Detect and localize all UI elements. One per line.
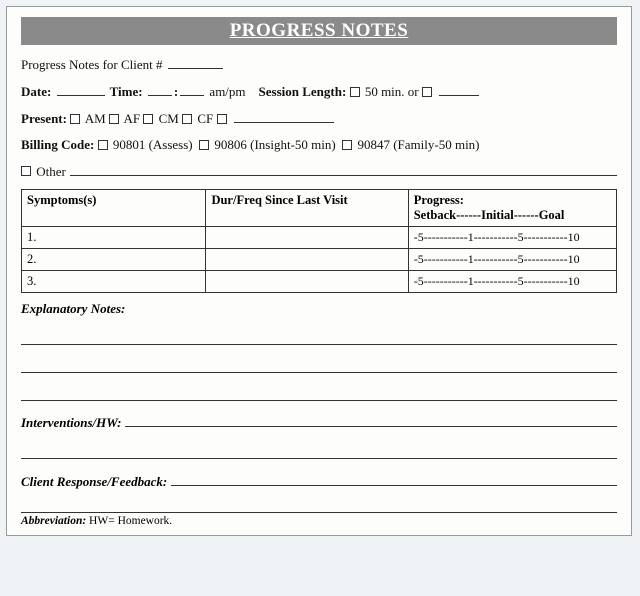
- date-label: Date:: [21, 84, 51, 99]
- row1-dur[interactable]: [206, 226, 408, 248]
- form-title: PROGRESS NOTES: [21, 17, 617, 45]
- ampm-label: am/pm: [209, 84, 245, 99]
- b3-label: 90847 (Family-50 min): [357, 137, 479, 152]
- client-row: Progress Notes for Client #: [21, 55, 617, 76]
- time-min-blank[interactable]: [180, 83, 204, 95]
- checkbox-90801[interactable]: [98, 140, 108, 150]
- row2-dur[interactable]: [206, 248, 408, 270]
- row3-num[interactable]: 3.: [22, 270, 206, 292]
- row3-dur[interactable]: [206, 270, 408, 292]
- session-other-blank[interactable]: [439, 83, 479, 95]
- date-time-row: Date: Time: : am/pm Session Length: 50 m…: [21, 82, 617, 103]
- af-label: AF: [124, 111, 141, 126]
- explanatory-label: Explanatory Notes:: [21, 301, 617, 317]
- table-row: 3. -5-----------1-----------5-----------…: [22, 270, 617, 292]
- checkbox-session-other[interactable]: [422, 87, 432, 97]
- explanatory-lines[interactable]: [21, 331, 617, 401]
- row2-scale[interactable]: -5-----------1-----------5-----------10: [408, 248, 616, 270]
- time-hour-blank[interactable]: [148, 83, 172, 95]
- cf-label: CF: [197, 111, 213, 126]
- table-row: 2. -5-----------1-----------5-----------…: [22, 248, 617, 270]
- th-progress-a: Progress:: [414, 193, 464, 207]
- b1-label: 90801 (Assess): [113, 137, 193, 152]
- th-progress-b: Setback------Initial------Goal: [414, 208, 565, 222]
- abbrev-label: Abbreviation:: [21, 515, 86, 527]
- progress-notes-form: PROGRESS NOTES Progress Notes for Client…: [6, 6, 632, 536]
- symptoms-table: Symptoms(s) Dur/Freq Since Last Visit Pr…: [21, 189, 617, 293]
- interventions-label: Interventions/HW:: [21, 415, 121, 431]
- interventions-row: Interventions/HW:: [21, 415, 617, 431]
- checkbox-cf[interactable]: [182, 114, 192, 124]
- checkbox-other[interactable]: [21, 166, 31, 176]
- checkbox-90806[interactable]: [199, 140, 209, 150]
- client-label: Progress Notes for Client #: [21, 57, 163, 72]
- present-other-blank[interactable]: [234, 110, 334, 122]
- other-blank[interactable]: [70, 164, 617, 176]
- client-number-blank[interactable]: [168, 57, 223, 69]
- cm-label: CM: [159, 111, 179, 126]
- checkbox-present-other[interactable]: [217, 114, 227, 124]
- checkbox-90847[interactable]: [342, 140, 352, 150]
- row1-scale[interactable]: -5-----------1-----------5-----------10: [408, 226, 616, 248]
- th-symptoms: Symptoms(s): [22, 189, 206, 226]
- interventions-line2[interactable]: [21, 445, 617, 459]
- present-label: Present:: [21, 111, 67, 126]
- time-label: Time:: [110, 84, 143, 99]
- am-label: AM: [85, 111, 106, 126]
- row2-num[interactable]: 2.: [22, 248, 206, 270]
- fifty-min-label: 50 min. or: [365, 84, 419, 99]
- session-length-label: Session Length:: [259, 84, 347, 99]
- b2-label: 90806 (Insight-50 min): [214, 137, 335, 152]
- checkbox-cm[interactable]: [143, 114, 153, 124]
- checkbox-af[interactable]: [109, 114, 119, 124]
- abbrev-text: HW= Homework.: [86, 515, 172, 527]
- row1-num[interactable]: 1.: [22, 226, 206, 248]
- feedback-row: Client Response/Feedback:: [21, 473, 617, 489]
- other-label: Other: [36, 162, 66, 183]
- interventions-blank[interactable]: [125, 415, 617, 427]
- table-row: 1. -5-----------1-----------5-----------…: [22, 226, 617, 248]
- billing-row: Billing Code: 90801 (Assess) 90806 (Insi…: [21, 135, 617, 156]
- feedback-blank[interactable]: [171, 473, 617, 485]
- other-row: Other: [21, 162, 617, 183]
- checkbox-50min[interactable]: [350, 87, 360, 97]
- th-durfreq: Dur/Freq Since Last Visit: [206, 189, 408, 226]
- present-row: Present: AM AF CM CF: [21, 109, 617, 130]
- checkbox-am[interactable]: [70, 114, 80, 124]
- th-progress: Progress: Setback------Initial------Goal: [408, 189, 616, 226]
- row3-scale[interactable]: -5-----------1-----------5-----------10: [408, 270, 616, 292]
- date-blank[interactable]: [57, 83, 105, 95]
- abbreviation-note: Abbreviation: HW= Homework.: [21, 512, 617, 527]
- billing-label: Billing Code:: [21, 137, 94, 152]
- feedback-label: Client Response/Feedback:: [21, 474, 167, 490]
